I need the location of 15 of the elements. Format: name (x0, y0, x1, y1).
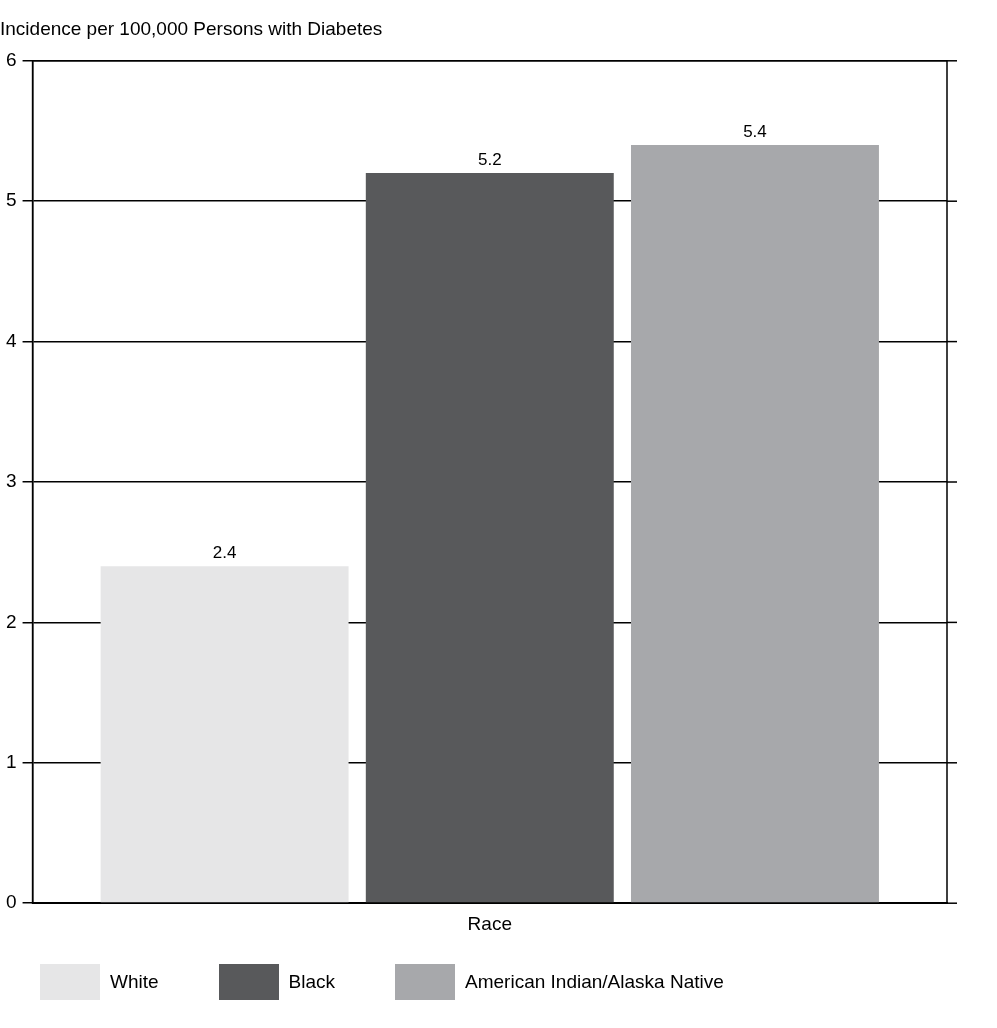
y-tick-label: 0 (5, 891, 17, 913)
x-axis-title: Race (467, 912, 512, 934)
y-tick-label: 1 (5, 751, 17, 773)
data-label: 2.4 (212, 543, 237, 563)
data-label: 5.2 (477, 150, 502, 170)
y-tick-label: 3 (5, 470, 17, 492)
y-axis-title: Incidence per 100,000 Persons with Diabetes (0, 17, 383, 39)
legend-label: Black (288, 971, 336, 993)
legend-label: White (110, 971, 159, 993)
y-tick-label: 4 (5, 329, 17, 351)
legend-label: American Indian/Alaska Native (465, 971, 724, 993)
y-tick-label: 2 (5, 610, 17, 632)
data-label: 5.4 (743, 122, 767, 142)
y-tick-label: 5 (5, 189, 17, 211)
y-tick-label: 6 (5, 49, 17, 71)
